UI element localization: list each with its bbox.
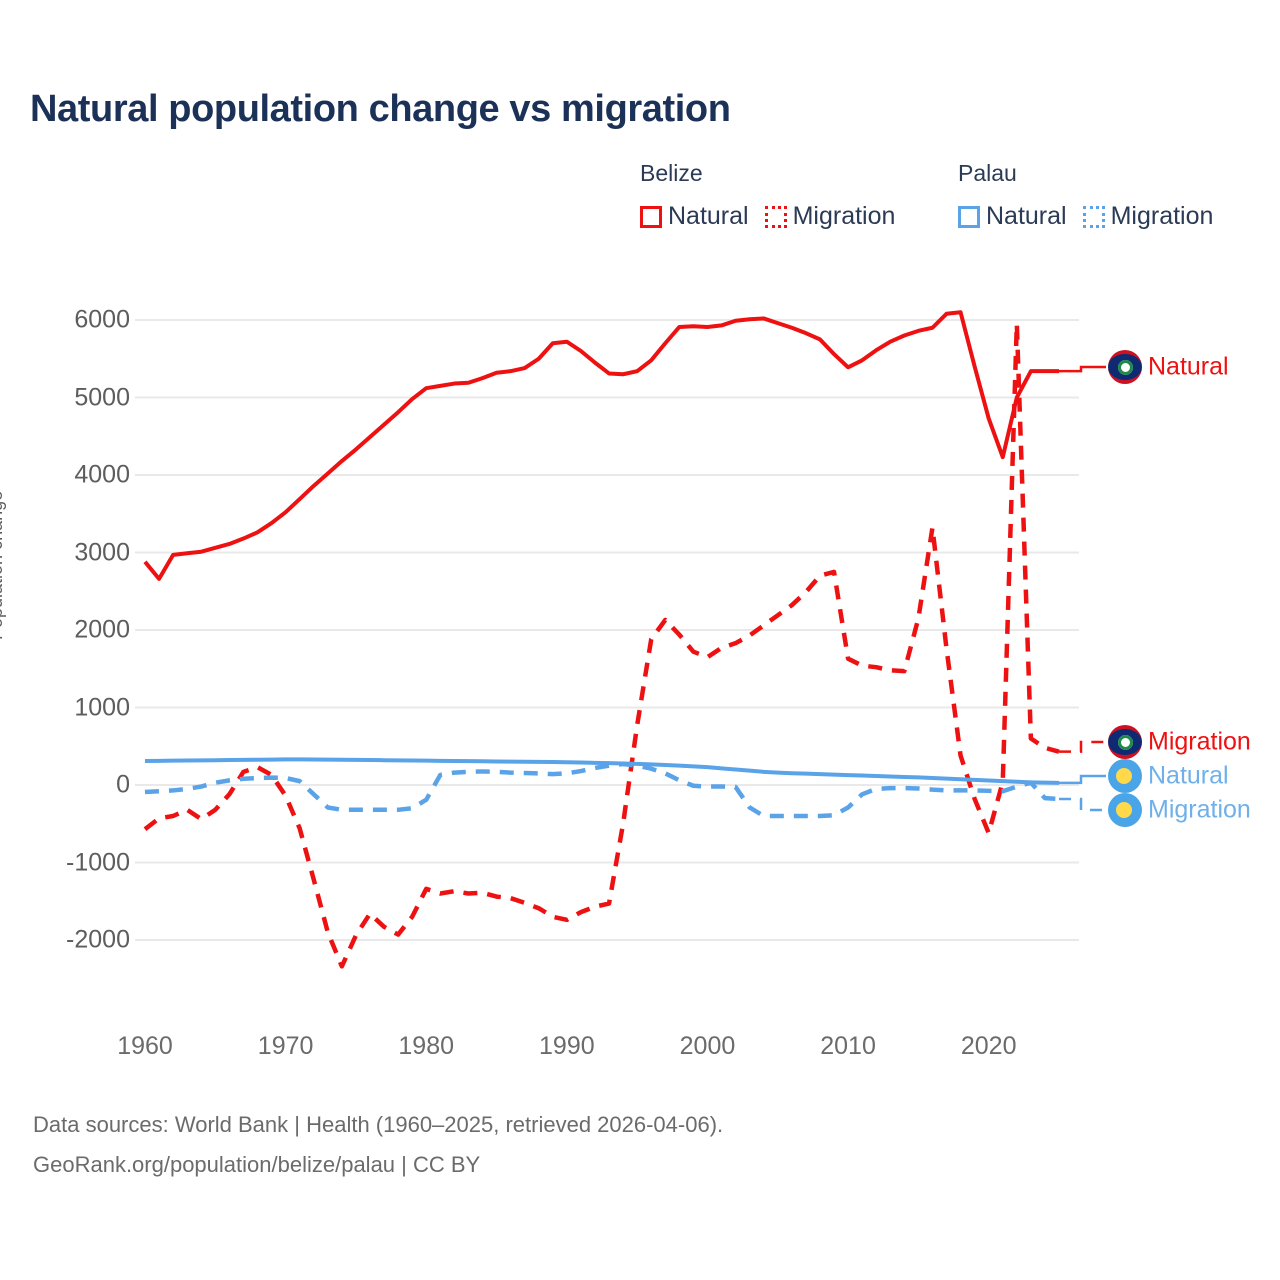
legend-label: Migration: [792, 202, 896, 230]
palau-flag-icon: [1108, 793, 1142, 827]
y-tick-label: -2000: [66, 925, 130, 954]
footer-attribution: GeoRank.org/population/belize/palau | CC…: [33, 1152, 481, 1177]
y-tick-label: -1000: [66, 848, 130, 876]
y-tick-label: 2000: [74, 615, 130, 644]
legend-swatch-dotted-icon: [764, 205, 787, 228]
series-end-label: Migration: [1148, 795, 1251, 824]
legend-item-belize-natural[interactable]: Natural: [640, 202, 749, 231]
legend-label: Natural: [668, 202, 749, 230]
legend-label: Natural: [986, 202, 1067, 230]
legend-row-belize: Natural Migration: [640, 202, 911, 231]
legend-swatch-solid-icon: [958, 205, 980, 228]
legend-label: Migration: [1110, 202, 1214, 230]
series-end-label: Natural: [1148, 352, 1229, 381]
legend-group-belize-title: Belize: [640, 160, 703, 186]
y-tick-label: 3000: [74, 538, 130, 566]
belize-flag-icon: [1108, 350, 1142, 384]
belize-flag-icon: [1108, 725, 1142, 759]
legend-item-belize-migration[interactable]: Migration: [764, 202, 896, 231]
y-tick-label: 5000: [74, 383, 130, 411]
legend-group-palau-title: Palau: [958, 160, 1017, 186]
legend-row-palau: Natural Migration: [958, 202, 1229, 231]
x-tick-label: 1960: [117, 1032, 173, 1060]
legend-swatch-solid-icon: [640, 205, 662, 228]
y-tick-label: 4000: [74, 460, 130, 489]
y-tick-label: 1000: [74, 693, 130, 721]
y-tick-label: 0: [116, 770, 130, 799]
series-end-label: Migration: [1148, 727, 1251, 756]
x-tick-label: 1970: [257, 1032, 314, 1060]
legend: Belize Natural Migration Palau Natural M…: [640, 160, 1260, 240]
footer-data-sources: Data sources: World Bank | Health (1960–…: [33, 1112, 724, 1137]
x-tick-label: 2000: [679, 1032, 736, 1060]
legend-item-palau-natural[interactable]: Natural: [958, 202, 1067, 231]
legend-swatch-dotted-icon: [1082, 205, 1105, 228]
x-tick-label: 1980: [398, 1032, 455, 1060]
x-tick-label: 2010: [820, 1032, 876, 1060]
series-end-label: Natural: [1148, 761, 1229, 790]
legend-item-palau-migration[interactable]: Migration: [1082, 202, 1214, 231]
palau-flag-icon: [1108, 759, 1142, 793]
page-title: Natural population change vs migration: [30, 88, 731, 130]
x-tick-label: 1990: [539, 1032, 595, 1060]
x-tick-label: 2020: [960, 1032, 1017, 1060]
y-tick-label: 6000: [74, 305, 130, 334]
